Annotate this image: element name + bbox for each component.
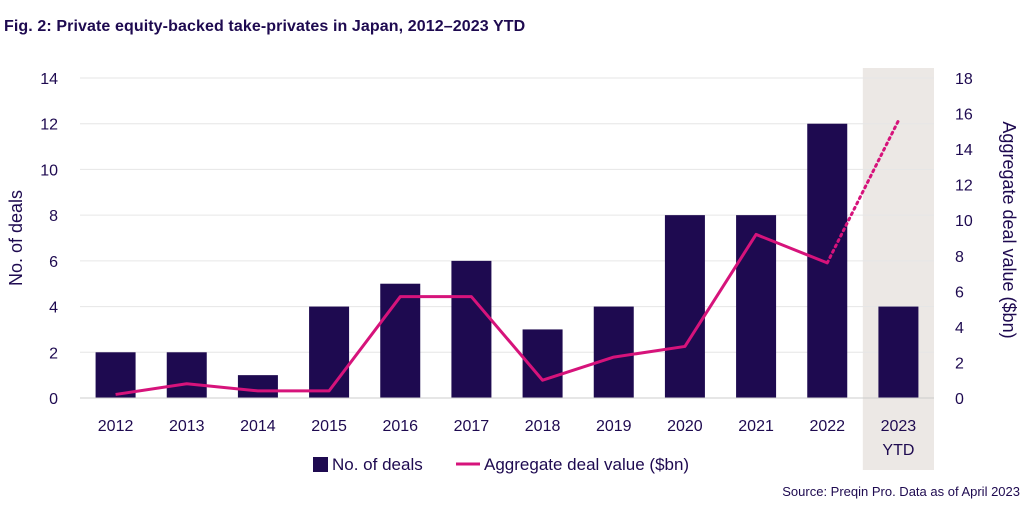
y2-tick-label: 8 [955, 249, 964, 266]
x-tick-label: 2018 [525, 418, 561, 435]
y2-tick-label: 10 [955, 213, 973, 230]
x-tick-label: 2013 [169, 418, 205, 435]
x-tick-label: 2022 [809, 418, 845, 435]
y2-tick-label: 2 [955, 355, 964, 372]
bar-2015 [309, 306, 350, 398]
y-tick-label: 8 [49, 208, 58, 225]
bar-2012 [95, 352, 136, 398]
y2-tick-label: 0 [955, 391, 964, 408]
bar-2020 [664, 215, 705, 398]
legend-swatch-deals [313, 457, 328, 472]
y2-tick-label: 4 [955, 320, 964, 337]
bar-2016 [380, 283, 421, 398]
bar-2013 [166, 352, 207, 398]
y2-tick-label: 12 [955, 178, 973, 195]
x-tick-label: 2019 [596, 418, 632, 435]
x-tick-label: 2017 [454, 418, 490, 435]
y-tick-label: 14 [40, 71, 58, 88]
line-series-dotted [825, 119, 900, 265]
x-tick-label: 2021 [738, 418, 774, 435]
bar-2017 [451, 260, 492, 398]
y-tick-label: 0 [49, 391, 58, 408]
x-tick-label: 2015 [311, 418, 347, 435]
y-axis-title: No. of deals [6, 190, 26, 286]
x-tick-label: 2020 [667, 418, 703, 435]
y-tick-label: 12 [40, 117, 58, 134]
bar-2019 [593, 306, 634, 398]
bar-2023-ytd [878, 306, 919, 398]
x-tick-label: YTD [882, 442, 914, 459]
x-tick-label: 2012 [98, 418, 134, 435]
bar-2014 [237, 375, 278, 398]
y-tick-label: 2 [49, 345, 58, 362]
ytd-highlight-band [862, 68, 934, 470]
y-tick-label: 4 [49, 300, 58, 317]
x-tick-label: 2014 [240, 418, 276, 435]
legend-label-value: Aggregate deal value ($bn) [484, 455, 689, 474]
y2-tick-label: 14 [955, 142, 973, 159]
y-tick-label: 6 [49, 254, 58, 271]
y2-axis-title: Aggregate deal value ($bn) [999, 121, 1019, 338]
y2-tick-label: 6 [955, 284, 964, 301]
legend-label-deals: No. of deals [332, 455, 423, 474]
bar-2021 [736, 215, 777, 398]
source-note: Source: Preqin Pro. Data as of April 202… [782, 484, 1020, 499]
x-tick-label: 2023 [881, 418, 917, 435]
line-series-solid [115, 232, 828, 396]
y-tick-label: 10 [40, 162, 58, 179]
y2-tick-label: 16 [955, 107, 973, 124]
chart-title: Fig. 2: Private equity-backed take-priva… [4, 18, 526, 35]
x-tick-label: 2016 [382, 418, 418, 435]
y2-tick-label: 18 [955, 71, 973, 88]
